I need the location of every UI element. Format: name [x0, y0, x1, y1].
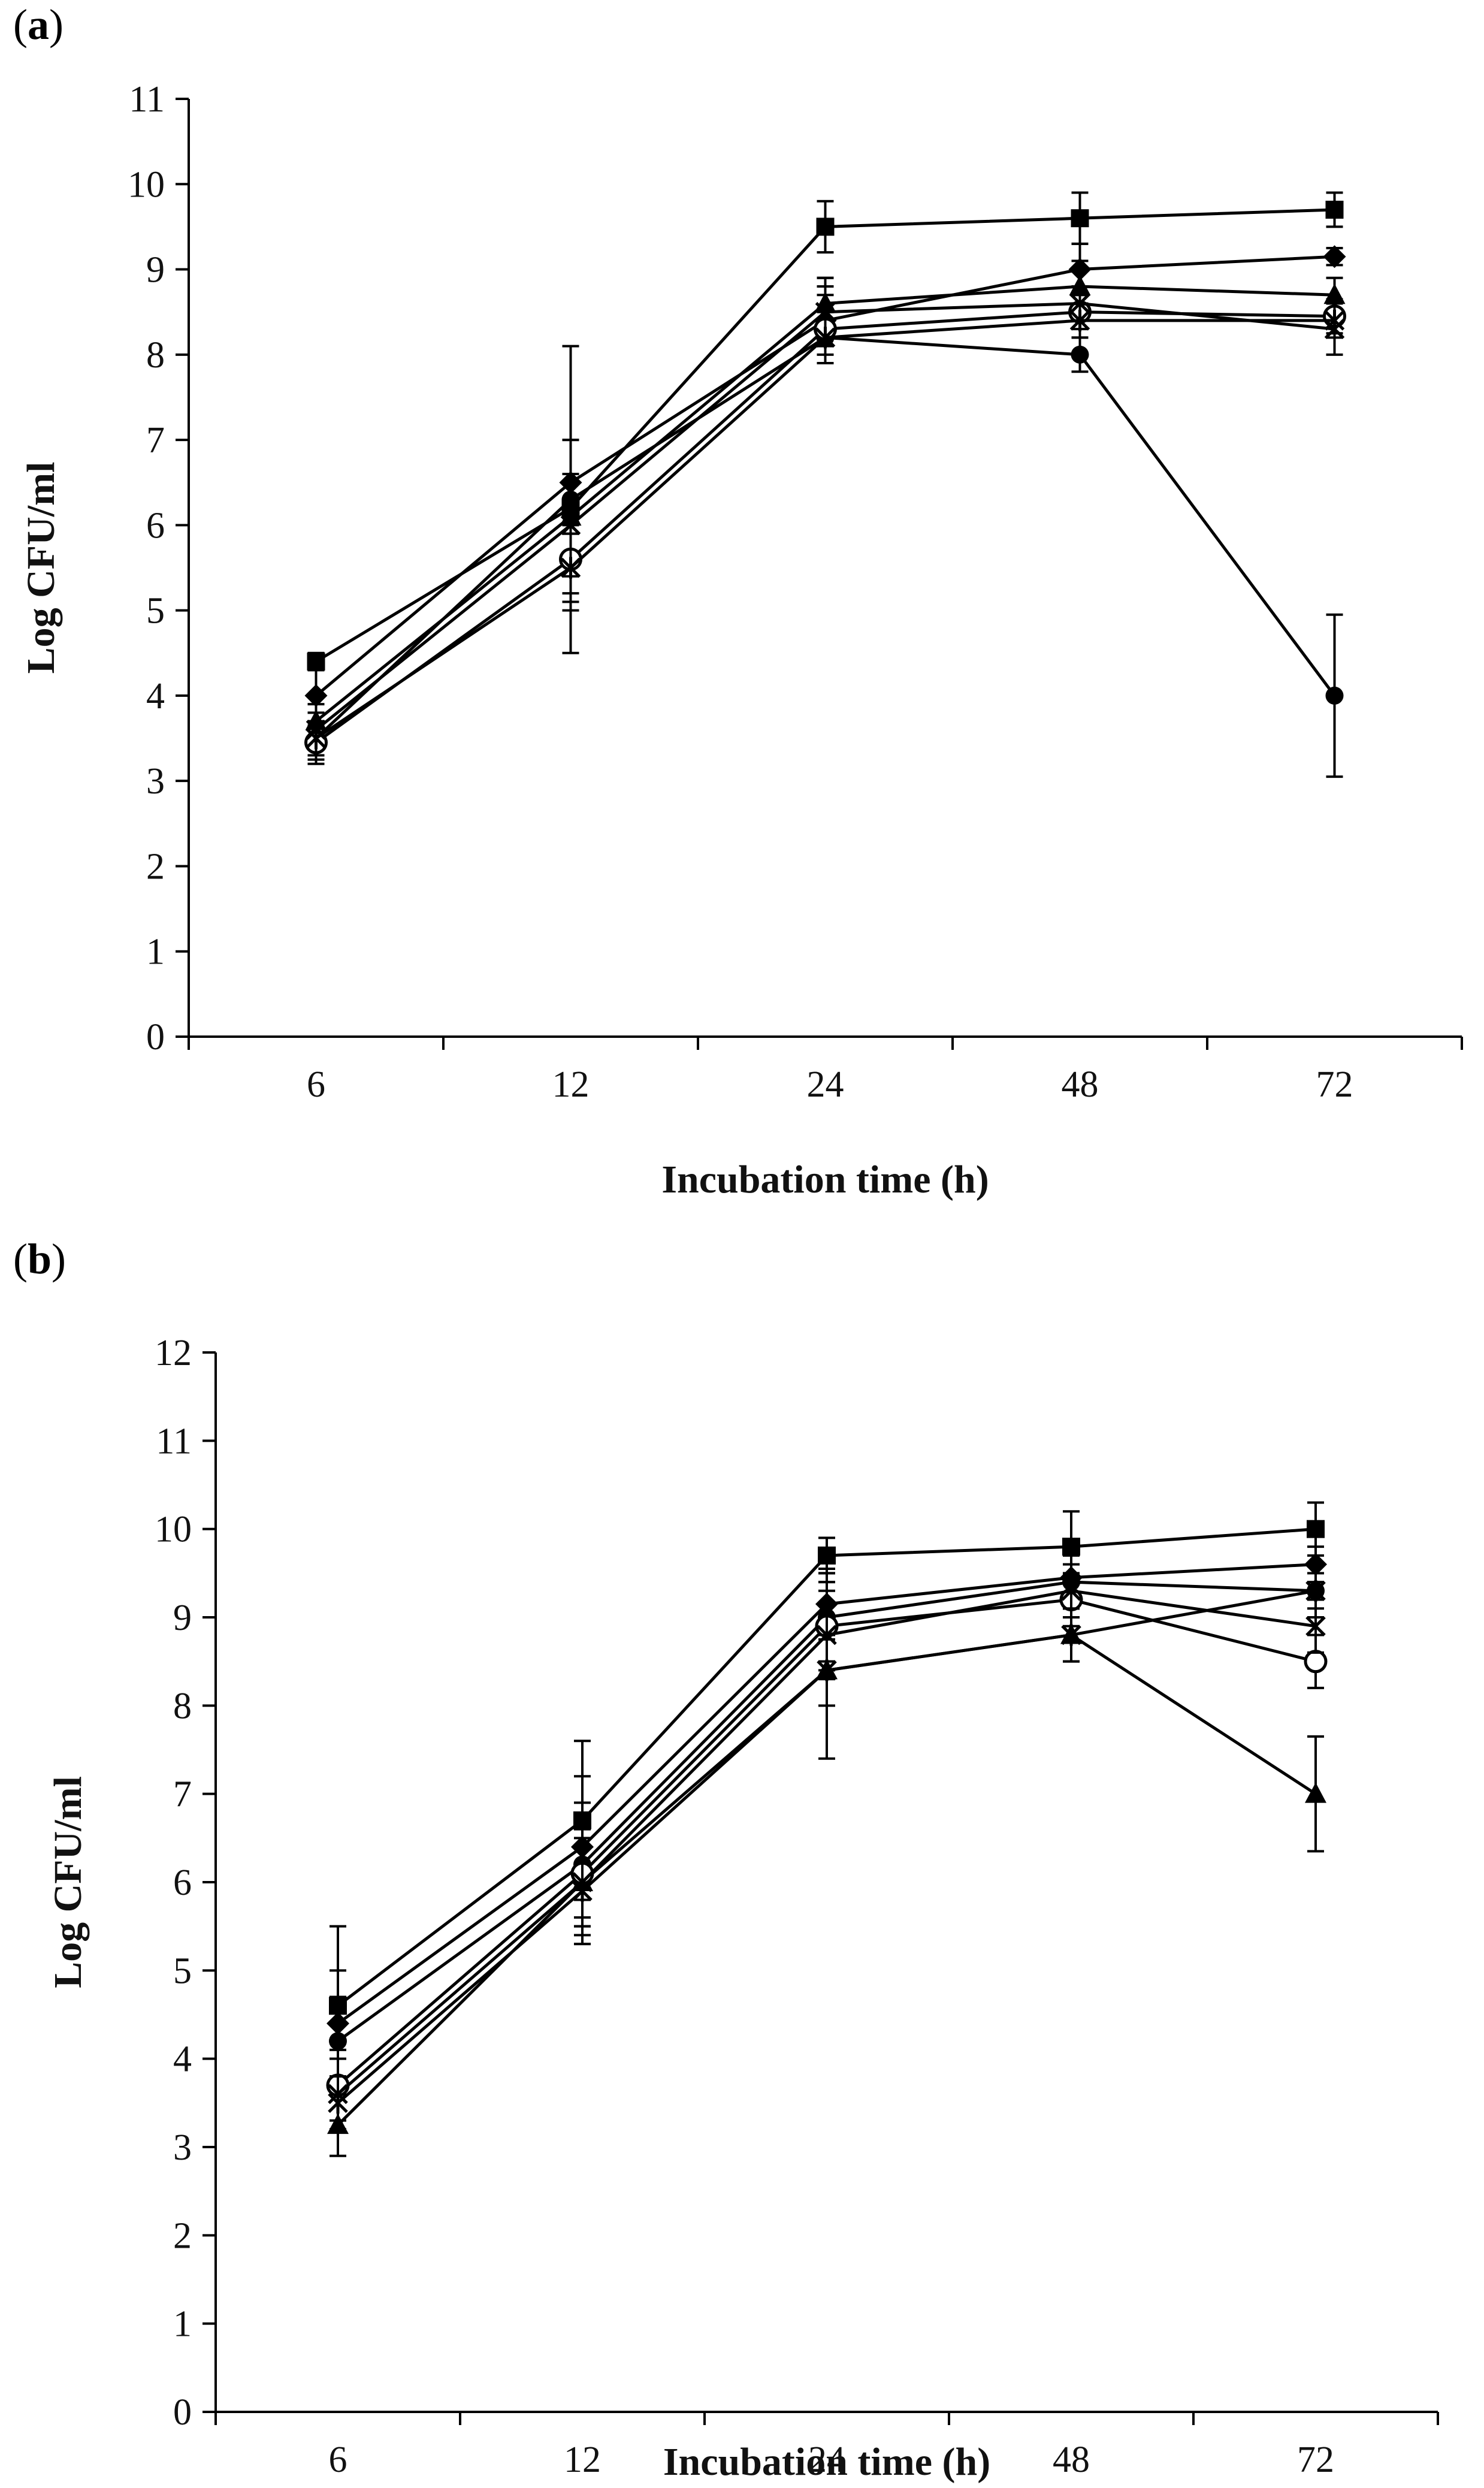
data-point-diamond: [1323, 245, 1346, 268]
data-point-square: [818, 1546, 836, 1565]
panel-letter: a: [27, 1, 49, 49]
panel-paren-close: ): [49, 1, 64, 49]
y-tick-label: 2: [173, 2215, 192, 2256]
x-tick-label: 6: [307, 1064, 325, 1105]
data-point-star: [306, 727, 327, 750]
y-tick-label: 11: [129, 79, 165, 120]
series-star: [328, 1563, 1326, 2131]
x-tick-label: 72: [1297, 2439, 1334, 2480]
y-tick-label: 7: [173, 1774, 192, 1815]
series-open-circle: [304, 294, 1346, 761]
data-point-star: [1061, 1624, 1081, 1646]
y-tick-label: 8: [146, 335, 165, 376]
x-axis-title: Incubation time (h): [663, 2440, 990, 2484]
data-point-star: [815, 327, 836, 349]
y-tick-label: 0: [146, 1017, 165, 1058]
y-tick-label: 4: [146, 676, 165, 717]
series-line: [315, 310, 1335, 744]
panel-label-b: (b): [13, 1234, 66, 1284]
data-point-star: [572, 1880, 593, 1902]
data-point-star: [1324, 309, 1345, 331]
y-tick-label: 12: [155, 1333, 192, 1373]
data-point-triangle: [1305, 1782, 1326, 1803]
x-tick-label: 12: [564, 2439, 601, 2480]
series-filled-circle: [307, 310, 1344, 778]
y-tick-label: 10: [155, 1509, 192, 1550]
y-tick-label: 3: [173, 2127, 192, 2168]
y-tick-label: 11: [156, 1421, 192, 1462]
data-point-square: [1071, 209, 1089, 228]
data-point-star: [328, 2092, 348, 2114]
data-point-star: [817, 1659, 837, 1681]
data-point-circle: [1325, 686, 1344, 705]
marker-stroke: [560, 515, 581, 536]
x-tick-label: 48: [1053, 2439, 1090, 2480]
marker-stroke: [1061, 1581, 1081, 1601]
panel-label-a: (a): [13, 0, 64, 50]
data-point-open-circle: [1304, 1650, 1328, 1674]
y-tick-label: 9: [173, 1598, 192, 1638]
data-point-circle: [1071, 345, 1089, 364]
y-tick-label: 3: [146, 761, 165, 802]
y-tick-label: 8: [173, 1686, 192, 1726]
x-tick-label: 24: [808, 2439, 845, 2480]
x-axis-title: Incubation time (h): [661, 1158, 989, 1201]
data-point-x: [1305, 1616, 1326, 1636]
data-point-x: [1061, 1581, 1081, 1601]
panel-paren-open: (: [13, 1, 28, 49]
series-line: [315, 336, 1336, 739]
y-axis-title: Log CFU/ml: [19, 462, 63, 674]
y-tick-label: 7: [146, 420, 165, 461]
y-tick-label: 5: [173, 1950, 192, 1991]
y-tick-label: 10: [128, 164, 165, 205]
x-tick-label: 12: [552, 1064, 590, 1105]
y-tick-label: 2: [146, 846, 165, 887]
x-tick-label: 24: [807, 1064, 844, 1105]
panel-letter: b: [27, 1235, 52, 1283]
y-tick-label: 6: [146, 505, 165, 546]
y-tick-label: 1: [173, 2304, 192, 2345]
data-point-square: [1307, 1520, 1325, 1538]
data-point-star: [1069, 309, 1090, 331]
data-point-star: [1305, 1580, 1326, 1602]
panel-paren-close: ): [52, 1235, 67, 1283]
y-tick-label: 0: [173, 2392, 192, 2433]
x-tick-label: 48: [1062, 1064, 1099, 1105]
y-axis-title: Log CFU/ml: [46, 1776, 90, 1988]
series-line: [315, 301, 1335, 731]
data-point-circle: [329, 2032, 347, 2051]
data-point-square: [307, 653, 325, 671]
data-point-star: [560, 557, 581, 579]
marker-stroke: [1305, 1616, 1326, 1636]
series-star: [306, 302, 1345, 757]
y-tick-label: 5: [146, 591, 165, 632]
y-tick-label: 6: [173, 1862, 192, 1903]
data-point-square: [1325, 200, 1344, 219]
y-tick-label: 4: [173, 2039, 192, 2080]
y-tick-label: 9: [146, 250, 165, 291]
x-tick-label: 6: [329, 2439, 347, 2480]
panel-paren-open: (: [13, 1235, 28, 1283]
data-point-square: [816, 218, 835, 236]
x-tick-label: 72: [1316, 1064, 1353, 1105]
data-point-x: [560, 515, 581, 536]
y-tick-label: 1: [146, 932, 165, 973]
series-line: [315, 319, 1335, 740]
